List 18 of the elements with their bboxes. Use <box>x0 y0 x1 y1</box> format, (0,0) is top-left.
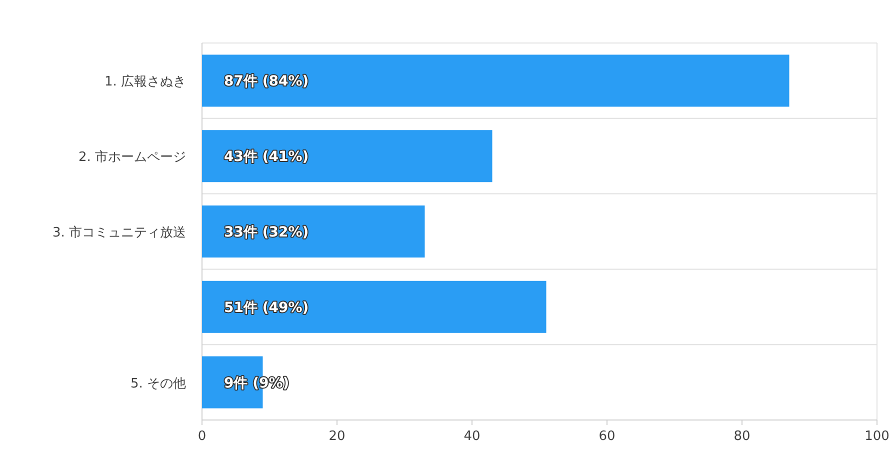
x-tick-label: 20 <box>328 429 346 444</box>
data-label: 87件 (84%) <box>224 74 309 90</box>
y-tick-label: 3. 市コミュニティ放送 <box>52 226 186 240</box>
y-tick-label: 1. 広報さぬき <box>104 74 186 90</box>
data-label: 51件 (49%) <box>224 300 309 316</box>
bar <box>202 54 790 107</box>
bar <box>202 280 546 333</box>
y-tick-label: 2. 市ホームページ <box>78 150 186 166</box>
bar <box>202 205 425 258</box>
bar <box>202 130 492 182</box>
x-tick-label: 100 <box>864 429 890 444</box>
x-tick-label: 40 <box>464 429 480 444</box>
x-tick-label: 80 <box>734 429 750 444</box>
x-tick-label: 60 <box>598 429 616 444</box>
y-tick-label: 5. その他 <box>130 376 186 392</box>
x-tick-label: 0 <box>198 429 206 444</box>
data-label: 43件 (41%) <box>224 149 309 166</box>
data-label: 33件 (32%) <box>224 224 309 240</box>
